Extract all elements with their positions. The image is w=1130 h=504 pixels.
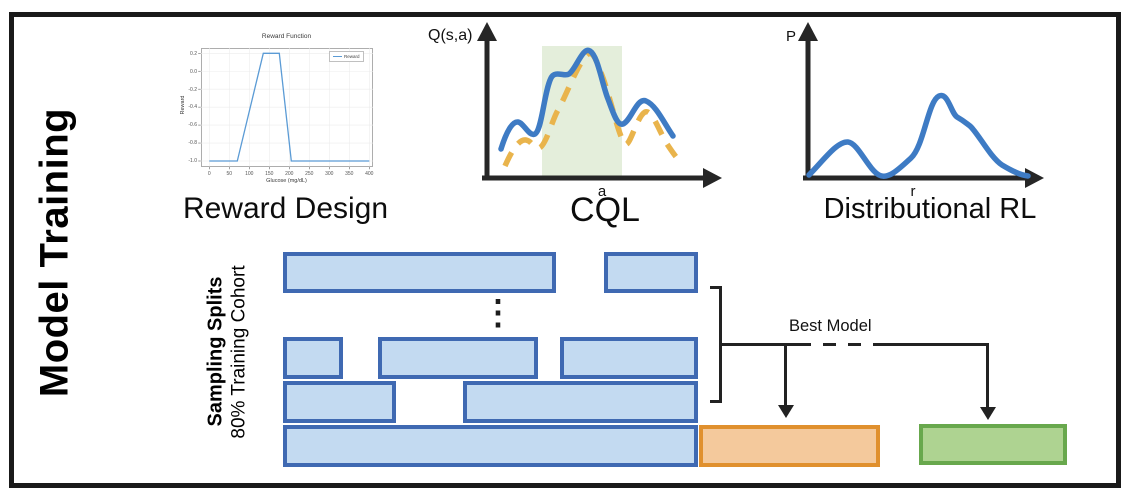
dist-x-axis-arrowhead — [1025, 168, 1044, 188]
split-row2-segment3 — [560, 337, 698, 379]
section-title: Model Training — [32, 107, 77, 398]
dist-y-axis-label: P — [786, 28, 797, 45]
split-row2-segment2 — [378, 337, 538, 379]
reward-chart-xtick: 50 — [226, 171, 233, 177]
arrow-left-head — [777, 405, 794, 418]
dist-y-axis-arrowhead — [798, 22, 818, 41]
dist-x-axis-label: r — [910, 183, 916, 200]
training-holdout-block — [699, 425, 880, 467]
split-row3-segment2 — [463, 381, 698, 423]
connector-solid-right — [886, 343, 989, 346]
best-model-block — [919, 424, 1067, 465]
connector-dashed — [798, 343, 886, 346]
reward-chart-xtick: 200 — [285, 171, 294, 177]
dist-return-distribution-curve — [806, 92, 1031, 179]
reward-chart-ytick: 0.2 — [190, 50, 197, 57]
reward-function-line — [209, 52, 370, 162]
sampling-splits-label: Sampling Splits — [204, 276, 227, 427]
split-row1-segment1 — [283, 252, 556, 293]
reward-chart-ytick: 0.0 — [190, 68, 197, 75]
reward-function-chart: Reward Function Reward Glucose (mg/dL) R… — [180, 28, 413, 196]
ellipsis-dots: ⋮ — [481, 294, 515, 332]
figure-frame — [9, 12, 1121, 488]
arrow-right-head — [979, 407, 996, 420]
reward-chart-xtick: 100 — [245, 171, 254, 177]
arrow-left-shaft — [784, 343, 787, 405]
reward-chart-xlabel: Glucose (mg/dL) — [266, 178, 307, 184]
caption-reward-design: Reward Design — [182, 192, 389, 225]
reward-chart-ytick: -0.2 — [188, 86, 197, 93]
reward-chart-ytick: -0.8 — [188, 140, 197, 147]
cql-y-axis-label: Q(s,a) — [428, 27, 473, 44]
cql-x-axis-arrowhead — [703, 168, 722, 188]
reward-chart-legend: Reward — [329, 51, 364, 62]
connector-solid-left — [722, 343, 798, 346]
reward-chart-xtick: 400 — [365, 171, 374, 177]
reward-chart-canvas — [198, 47, 373, 170]
distributional-rl-sketch — [798, 22, 1044, 188]
reward-chart-xtick: 150 — [265, 171, 274, 177]
reward-chart-xtick: 250 — [305, 171, 314, 177]
split-row1-segment2 — [604, 252, 698, 293]
legend-line-swatch — [333, 55, 342, 58]
best-model-label: Best Model — [789, 317, 872, 335]
reward-chart-xtick: 0 — [207, 171, 211, 177]
training-cohort-label: 80% Training Cohort — [228, 265, 250, 439]
reward-chart-ytick: -0.6 — [188, 122, 197, 129]
reward-chart-xtick: 350 — [345, 171, 354, 177]
reward-chart-ytick: -0.4 — [188, 104, 197, 111]
cql-y-axis-arrowhead — [477, 22, 497, 41]
arrow-right-shaft — [986, 343, 989, 407]
cql-sketch — [477, 22, 722, 188]
legend-label: Reward — [344, 54, 360, 59]
split-row3-segment1 — [283, 381, 396, 423]
cql-conservative-q-curve — [498, 47, 676, 152]
cql-x-axis-label: a — [597, 183, 607, 200]
reward-chart-xtick: 300 — [325, 171, 334, 177]
splits-bracket — [710, 286, 722, 403]
split-row2-segment1 — [283, 337, 343, 379]
reward-chart-ytick: -1.0 — [188, 158, 197, 165]
caption-distributional-rl: Distributional RL — [823, 193, 1037, 225]
split-row4-full — [283, 425, 698, 467]
reward-chart-title: Reward Function — [261, 33, 312, 40]
caption-cql: CQL — [570, 191, 640, 229]
